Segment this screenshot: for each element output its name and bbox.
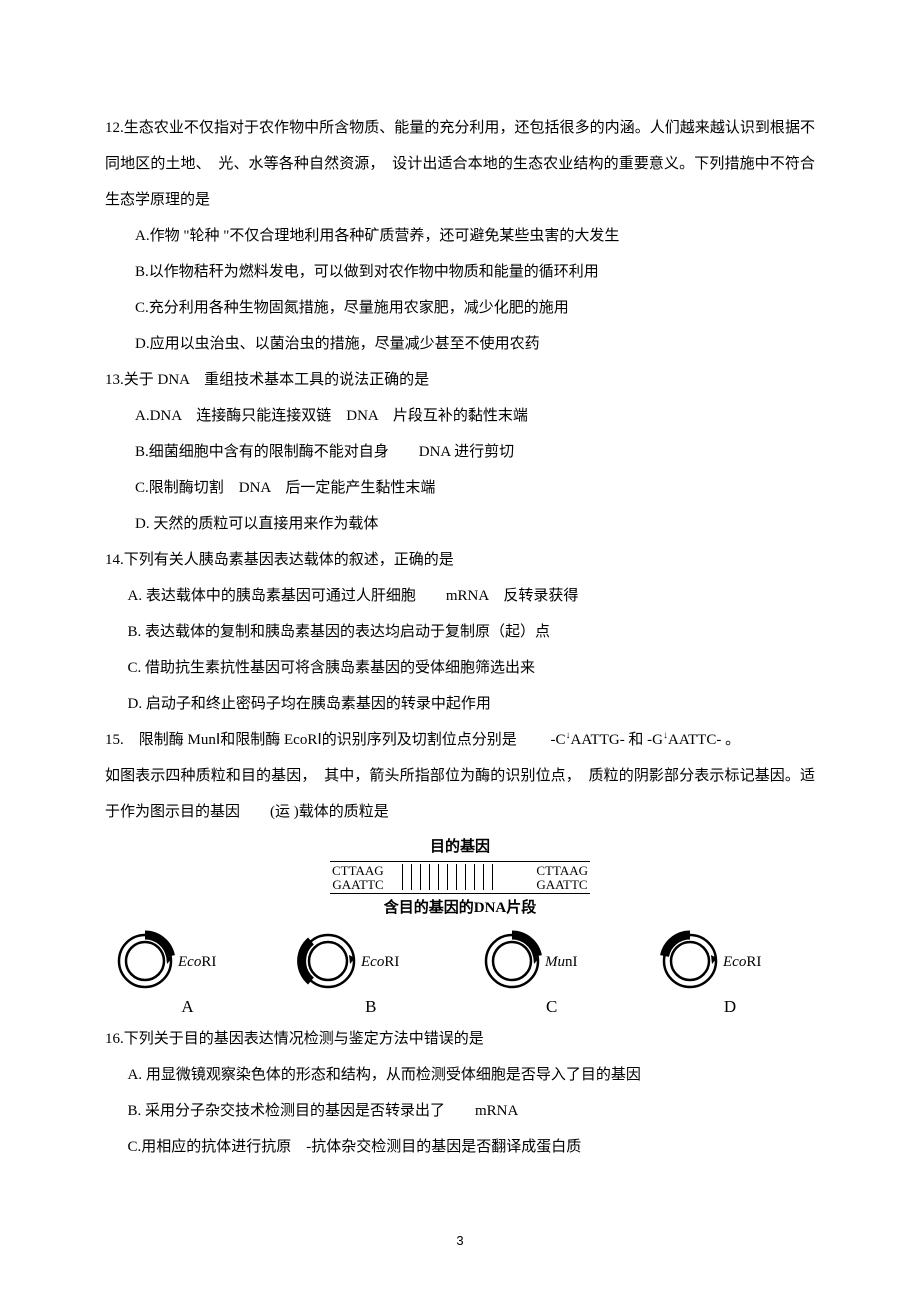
q14-option-b: B. 表达载体的复制和胰岛素基因的表达均启动于复制原（起）点	[105, 614, 815, 650]
plasmid-a-icon: EcoRI	[110, 926, 265, 996]
fig-dna-strip: CTTAAG GAATTC CTTAAG GAATTC	[330, 862, 590, 894]
q16-option-b: B. 采用分子杂交技术检测目的基因是否转录出了 mRNA	[105, 1093, 815, 1129]
fig-seq-left-top: CTTAAG	[332, 864, 384, 878]
fig-seq-left-bot: GAATTC	[332, 878, 384, 892]
label-eco-d: Eco	[722, 954, 747, 970]
q15-stem-part1: 15. 限制酶 MunⅠ和限制酶 EcoRⅠ的识别序列及切割位点分别是	[105, 732, 517, 748]
plasmid-b-icon: EcoRI	[293, 926, 448, 996]
svg-text:EcoRI: EcoRI	[360, 954, 399, 970]
q15-cut1-pre: -C	[551, 732, 566, 748]
label-eco-r-d: R	[746, 954, 756, 970]
q16-option-c: C.用相应的抗体进行抗原 -抗体杂交检测目的基因是否翻译成蛋白质	[105, 1129, 815, 1165]
label-roman-1c: I	[572, 954, 577, 970]
q14-option-a: A. 表达载体中的胰岛素基因可通过人肝细胞 mRNA 反转录获得	[105, 578, 815, 614]
q15-plasmid-row: EcoRI A EcoRI B MunI C	[105, 922, 815, 1021]
plasmid-a-caption: A	[110, 998, 265, 1015]
fig-label-target-gene: 目的基因	[330, 835, 590, 862]
plasmid-d-icon: EcoRI	[655, 926, 805, 996]
label-roman-1a: I	[211, 954, 216, 970]
plasmid-d-caption: D	[655, 998, 805, 1015]
plasmid-c-caption: C	[477, 998, 627, 1015]
q14-option-c: C. 借助抗生素抗性基因可将含胰岛素基因的受体细胞筛选出来	[105, 650, 815, 686]
q12-stem: 12.生态农业不仅指对于农作物中所含物质、能量的充分利用，还包括很多的内涵。人们…	[105, 110, 815, 218]
fig-seq-right-bot: GAATTC	[536, 878, 588, 892]
fig-label-dna-fragment: 含目的基因的DNA片段	[330, 894, 590, 920]
plasmid-a: EcoRI A	[110, 926, 265, 1015]
q12-option-b: B.以作物秸秆为燃料发电，可以做到对农作物中物质和能量的循环利用	[105, 254, 815, 290]
fig-seq-left: CTTAAG GAATTC	[332, 864, 384, 893]
label-eco-r: R	[201, 954, 211, 970]
q15-cut1-post: AATTG- 和 -G	[571, 732, 663, 748]
q14-option-d: D. 启动子和终止密码子均在胰岛素基因的转录中起作用	[105, 686, 815, 722]
q13-option-c: C.限制酶切割 DNA 后一定能产生黏性末端	[105, 470, 815, 506]
q13-option-b: B.细菌细胞中含有的限制酶不能对自身 DNA 进行剪切	[105, 434, 815, 470]
plasmid-c: MunI C	[477, 926, 627, 1015]
q15-figure-target-gene: 目的基因 CTTAAG GAATTC CTTAAG GAATTC 含目的基因的D…	[330, 835, 590, 920]
svg-text:EcoRI: EcoRI	[177, 954, 216, 970]
label-roman-1b: I	[395, 954, 400, 970]
plasmid-d: EcoRI D	[655, 926, 805, 1015]
plasmid-b: EcoRI B	[293, 926, 448, 1015]
label-mun: Mu	[544, 954, 565, 970]
plasmid-c-icon: MunI	[477, 926, 627, 996]
q13-option-d: D. 天然的质粒可以直接用来作为载体	[105, 506, 815, 542]
q12-option-a: A.作物 "轮种 "不仅合理地利用各种矿质营养，还可避免某些虫害的大发生	[105, 218, 815, 254]
fig-seq-right: CTTAAG GAATTC	[536, 864, 588, 893]
q15-stem-line2: 如图表示四种质粒和目的基因， 其中，箭头所指部位为酶的识别位点， 质粒的阴影部分…	[105, 758, 815, 830]
q12-option-c: C.充分利用各种生物固氮措施，尽量施用农家肥，减少化肥的施用	[105, 290, 815, 326]
q13-stem: 13.关于 DNA 重组技术基本工具的说法正确的是	[105, 362, 815, 398]
svg-text:MunI: MunI	[544, 954, 578, 970]
fig-seq-right-top: CTTAAG	[536, 864, 588, 878]
svg-text:EcoRI: EcoRI	[722, 954, 761, 970]
q15-stem-line1: 15. 限制酶 MunⅠ和限制酶 EcoRⅠ的识别序列及切割位点分别是 -C↓A…	[105, 722, 815, 758]
q15-cut2-post: AATTC- 。	[668, 732, 740, 748]
plasmid-b-caption: B	[293, 998, 448, 1015]
page-number: 3	[105, 1225, 815, 1256]
label-eco: Eco	[177, 954, 202, 970]
q13-option-a: A.DNA 连接酶只能连接双链 DNA 片段互补的黏性末端	[105, 398, 815, 434]
q12-option-d: D.应用以虫治虫、以菌治虫的措施，尽量减少甚至不使用农药	[105, 326, 815, 362]
label-eco-b: Eco	[360, 954, 385, 970]
q14-stem: 14.下列有关人胰岛素基因表达载体的叙述，正确的是	[105, 542, 815, 578]
label-roman-1d: I	[756, 954, 761, 970]
fig-hatch-icon	[398, 864, 522, 890]
q16-stem: 16.下列关于目的基因表达情况检测与鉴定方法中错误的是	[105, 1021, 815, 1057]
label-eco-r-b: R	[385, 954, 395, 970]
q16-option-a: A. 用显微镜观察染色体的形态和结构，从而检测受体细胞是否导入了目的基因	[105, 1057, 815, 1093]
